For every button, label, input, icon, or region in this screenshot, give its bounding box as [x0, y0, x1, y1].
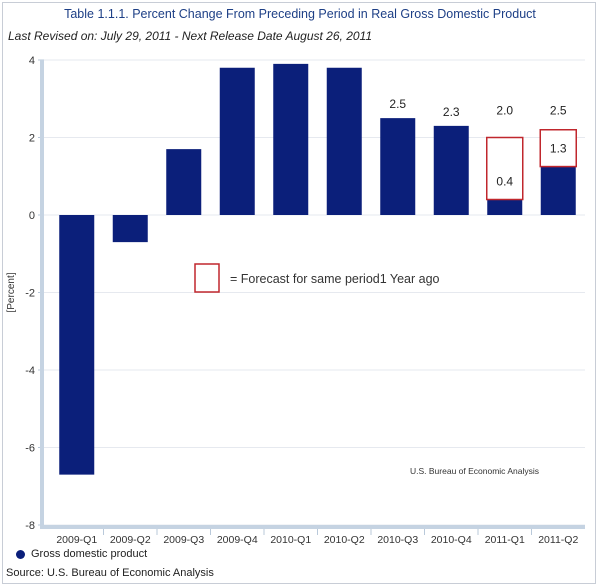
bar-2010-Q1 [273, 63, 309, 215]
bar-2009-Q1 [59, 215, 95, 475]
x-tick-label: 2010-Q2 [324, 534, 365, 546]
y-tick-label: 0 [29, 210, 35, 222]
x-tick-label: 2010-Q1 [270, 534, 311, 546]
source-note: Source: U.S. Bureau of Economic Analysis [6, 567, 214, 579]
y-tick-label: -4 [25, 365, 35, 377]
data-label-2011-Q2: 2.5 [550, 103, 567, 117]
bar-2010-Q4 [433, 125, 469, 215]
bar-2011-Q2 [540, 164, 576, 215]
data-label-2010-Q3: 2.5 [389, 97, 406, 111]
data-label-2010-Q4: 2.3 [443, 105, 460, 119]
forecast-box-2011-Q2 [539, 129, 577, 168]
x-tick-label: 2011-Q2 [538, 534, 578, 546]
bar-2009-Q2 [112, 215, 148, 243]
forecast-key-box [194, 263, 220, 293]
y-tick-label: -2 [25, 288, 35, 300]
y-tick-label: 4 [29, 55, 35, 67]
forecast-box-2011-Q1 [486, 136, 524, 201]
y-axis-label: [Percent] [6, 272, 17, 312]
bar-2010-Q3 [380, 118, 416, 215]
legend-label: Gross domestic product [31, 548, 148, 560]
x-axis [40, 525, 585, 529]
y-tick-label: 2 [29, 133, 35, 145]
x-tick-label: 2010-Q4 [431, 534, 472, 546]
legend-marker [16, 549, 25, 559]
bar-2011-Q1 [487, 199, 523, 215]
x-tick-label: 2009-Q2 [110, 534, 151, 546]
bar-2009-Q3 [166, 149, 202, 215]
chart-subtitle: Last Revised on: July 29, 2011 - Next Re… [8, 29, 372, 43]
x-tick-label: 2009-Q1 [56, 534, 97, 546]
chart-title: Table 1.1.1. Percent Change From Precedi… [64, 7, 536, 21]
bar-chart: 4 2 0 -2 -4 -6 -8 [Percent] 2009-Q1 2009-Q2 2009-Q… [6, 55, 585, 546]
legend[interactable]: Gross domestic product [16, 548, 147, 560]
x-tick-label: 2011-Q1 [485, 534, 525, 546]
data-label-2011-Q1: 2.0 [496, 103, 513, 117]
x-tick-label: 2009-Q4 [217, 534, 258, 546]
bar-2009-Q4 [219, 67, 255, 215]
y-tick-label: -6 [25, 443, 35, 455]
forecast-key-label: = Forecast for same period1 Year ago [230, 272, 440, 286]
watermark-credit: U.S. Bureau of Economic Analysis [410, 466, 539, 476]
y-axis [40, 60, 44, 525]
y-tick-label: -8 [25, 520, 35, 532]
forecast-value-2011-Q2: 1.3 [550, 142, 567, 156]
forecast-value-2011-Q1: 0.4 [496, 175, 513, 189]
x-tick-label: 2009-Q3 [163, 534, 204, 546]
bar-2010-Q2 [326, 67, 362, 215]
x-tick-label: 2010-Q3 [377, 534, 418, 546]
